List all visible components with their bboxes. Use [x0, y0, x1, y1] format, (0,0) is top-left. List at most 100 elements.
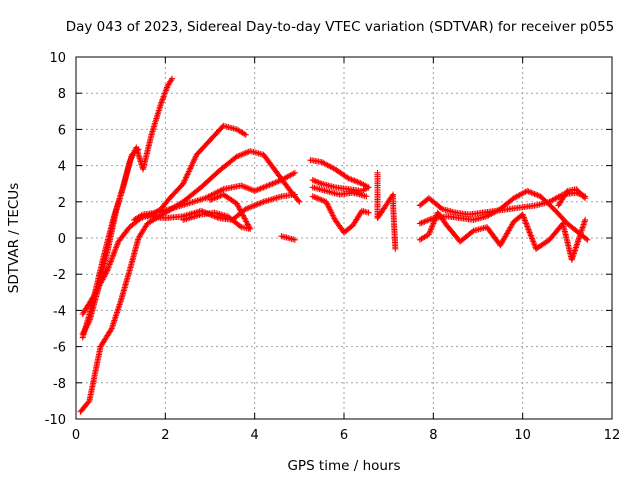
x-tick-label: 8	[429, 428, 437, 443]
series-track-l	[416, 189, 589, 218]
series-trace	[323, 200, 338, 222]
series-trace	[418, 215, 435, 226]
y-tick-label: 6	[58, 123, 66, 138]
series-track-g	[180, 191, 254, 232]
series-trace	[168, 201, 190, 212]
series-trace	[158, 84, 171, 106]
series-trace	[253, 183, 270, 194]
series-track-c	[79, 122, 249, 318]
series-trace	[360, 185, 370, 194]
series-trace	[140, 131, 155, 171]
y-tick-label: 2	[58, 196, 66, 211]
series-trace	[109, 299, 124, 330]
series-trace	[574, 187, 587, 200]
data-point	[582, 216, 589, 223]
data-marks	[77, 75, 591, 415]
series-trace	[80, 294, 97, 316]
y-tick-label: -10	[45, 413, 66, 428]
series-trace	[320, 159, 337, 172]
series-trace	[194, 138, 212, 157]
x-axis-label: GPS time / hours	[287, 458, 400, 474]
series-trace	[360, 208, 370, 216]
series-track-e	[131, 169, 298, 223]
x-tick-label: 12	[604, 428, 621, 443]
series-trace	[262, 193, 283, 205]
series-trace	[165, 77, 175, 88]
series-trace	[333, 167, 351, 181]
series-trace	[498, 220, 516, 247]
series-track-j	[309, 193, 372, 236]
data-point	[135, 146, 142, 153]
y-tick-label: -2	[53, 268, 66, 283]
series-trace	[118, 269, 133, 303]
y-tick-label: -6	[53, 341, 66, 356]
series-trace	[261, 153, 280, 175]
series-trace	[520, 212, 539, 251]
series-trace	[266, 177, 283, 188]
series-trace	[374, 193, 381, 220]
series-trace	[239, 183, 257, 194]
series-trace	[222, 182, 243, 192]
series-trace	[136, 221, 150, 240]
data-point	[291, 236, 298, 243]
series-trace	[279, 170, 297, 183]
x-tick-label: 6	[340, 428, 348, 443]
series-trace	[132, 212, 145, 222]
data-point	[242, 131, 249, 138]
series-trace	[199, 169, 221, 190]
y-tick-label: 0	[58, 232, 66, 247]
series-trace	[234, 202, 253, 231]
series-track-i	[307, 157, 372, 194]
series-trace	[485, 206, 502, 219]
series-trace	[181, 211, 203, 223]
series-trace	[130, 147, 141, 157]
series-trace	[350, 209, 364, 227]
data-point	[584, 236, 591, 243]
series-trace	[484, 225, 503, 247]
series-trace	[208, 123, 226, 143]
y-tick-label: -4	[53, 304, 66, 319]
x-tick-label: 4	[251, 428, 259, 443]
data-point	[363, 193, 370, 200]
grid	[76, 57, 612, 419]
series-trace	[146, 213, 167, 221]
series-trace	[552, 207, 570, 226]
series-trace	[521, 202, 538, 211]
series-trace	[507, 204, 524, 212]
data-point	[573, 186, 580, 193]
series-trace	[311, 177, 324, 187]
series-trace	[80, 319, 92, 336]
series-trace	[78, 399, 92, 414]
y-tick-label: 10	[49, 51, 66, 66]
series-trace	[104, 240, 121, 273]
axis-ticks: 0 2 4 6 8 10 12 -10 -8 -6 -4 -2 0 2 4 6 8 10	[45, 51, 621, 443]
data-point	[309, 177, 316, 184]
series-track-b	[79, 146, 142, 337]
series-trace	[180, 153, 199, 186]
series-trace	[375, 192, 396, 220]
y-tick-label: 8	[58, 87, 66, 102]
series-trace	[149, 102, 164, 135]
series-track-h	[278, 233, 298, 243]
series-trace	[311, 193, 328, 205]
series-track-n	[416, 209, 589, 263]
data-point	[169, 75, 176, 82]
y-tick-label: -8	[53, 377, 66, 392]
series-track-k	[309, 184, 370, 200]
data-point	[365, 209, 372, 216]
series-trace	[556, 189, 570, 207]
series-trace	[104, 209, 119, 254]
series-trace	[204, 186, 225, 201]
series-trace	[435, 211, 449, 227]
series-trace	[390, 193, 397, 203]
series-track-o	[555, 186, 589, 209]
data-point	[291, 191, 298, 198]
data-point	[207, 196, 213, 203]
series-trace	[427, 196, 444, 211]
series-trace	[158, 196, 172, 211]
x-tick-label: 2	[161, 428, 169, 443]
series-trace	[390, 204, 399, 251]
series-trace	[280, 233, 290, 241]
chart-title: Day 043 of 2023, Sidereal Day-to-day VTE…	[66, 19, 615, 35]
